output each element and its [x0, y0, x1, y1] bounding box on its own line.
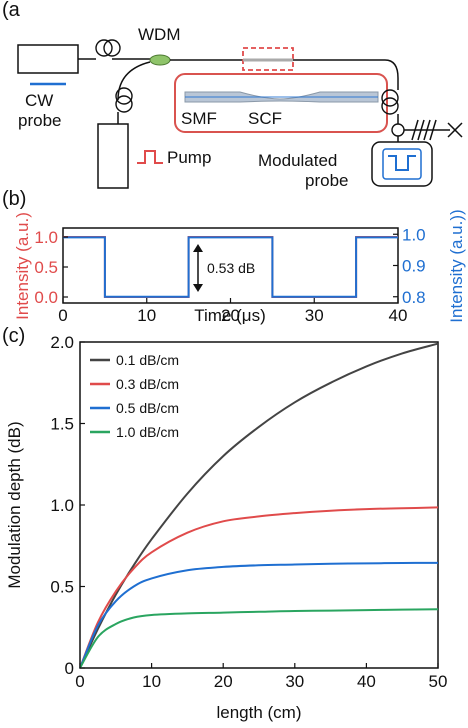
y-axis-title-b-right: Intensity (a.u.)) [447, 209, 466, 322]
series-line [79, 506, 439, 669]
panel-label-b: (b) [2, 188, 26, 210]
y-tick-label-right: 0.8 [402, 288, 426, 307]
cw-probe-label: probe [18, 111, 61, 130]
panel-b: (b) 0 10 20 30 400.00.51.00.80.91.0 0.53 dB … [2, 188, 466, 325]
series-line [79, 561, 439, 669]
pump-laser-box [97, 123, 129, 189]
x-tick-label: 50 [429, 672, 448, 691]
panel-label-c: (c) [2, 325, 25, 347]
x-tick-label: 40 [357, 672, 376, 691]
series-line [79, 342, 439, 669]
pump-label: Pump [167, 148, 211, 167]
legend-label: 0.1 dB/cm [116, 352, 179, 368]
chart-c-marks: 0 10 20 30 40 50 0 0.5 1.0 1.5 2.0 [50, 333, 447, 691]
legend-label: 0.5 dB/cm [116, 400, 179, 416]
circulator-icon [391, 123, 405, 137]
modulated-label: Modulated [258, 151, 337, 170]
series-line [79, 608, 439, 669]
inset-box [174, 73, 388, 133]
series-line-right [63, 236, 398, 298]
chart-b-marks: 0 10 20 30 40 0.0 0.5 1.0 0.8 0.9 1.0 [34, 225, 425, 325]
panel-a: (a CW probe WDM SMF SCF Pu [2, 0, 463, 190]
wdm-coupler-icon [149, 54, 171, 66]
modulated-pulse-icon [388, 155, 416, 171]
fiber-coil-icon [381, 89, 399, 115]
x-tick-label: 20 [214, 672, 233, 691]
x-tick-label: 20 [221, 306, 240, 325]
tapered-fiber-icon [184, 91, 379, 103]
wdm-label: WDM [138, 25, 180, 44]
modulated-probe-label: probe [305, 171, 348, 190]
y-tick-label: 1.5 [50, 415, 74, 434]
y-axis-title-c: Modulation depth (dB) [5, 421, 24, 588]
x-tick-label: 10 [142, 672, 161, 691]
cw-laser-box [17, 44, 79, 74]
cw-label: CW [25, 91, 53, 110]
y-tick-label: 1.0 [50, 496, 74, 515]
pump-pulse-icon [137, 150, 163, 164]
fiber-segment [170, 59, 399, 90]
fiber-segment [117, 61, 151, 101]
fiber-coil-icon [115, 87, 133, 113]
detector-screen-icon [382, 148, 422, 180]
x-tick-label: 0 [75, 672, 84, 691]
y-tick-label-left: 0.0 [34, 288, 58, 307]
y-tick-label: 0 [65, 659, 74, 678]
detector-box [371, 141, 433, 187]
x-tick-label: 0 [58, 306, 67, 325]
chart-c-legend: 0.1 dB/cm 0.3 dB/cm 0.5 dB/cm 1.0 dB/cm [90, 352, 179, 440]
y-tick-label: 0.5 [50, 578, 74, 597]
panel-label-a: (a [2, 0, 21, 21]
legend-label: 1.0 dB/cm [116, 424, 179, 440]
y-tick-label-right: 1.0 [402, 225, 426, 244]
y-tick-label: 2.0 [50, 333, 74, 352]
annotation-label: 0.53 dB [207, 260, 255, 276]
annotation-arrow-icon [193, 244, 203, 292]
x-tick-label: 40 [389, 306, 408, 325]
x-tick-label: 10 [137, 306, 156, 325]
x-tick-label: 30 [285, 672, 304, 691]
legend-label: 0.3 dB/cm [116, 376, 179, 392]
isolator-cross-icon [411, 119, 463, 141]
y-tick-label-left: 0.5 [34, 258, 58, 277]
x-axis-title-c: length (cm) [216, 703, 301, 722]
scf-label: SCF [248, 109, 282, 128]
x-axis-title-b: Time (μs) [194, 306, 266, 325]
y-tick-label-left: 1.0 [34, 228, 58, 247]
x-tick-label: 30 [305, 306, 324, 325]
smf-label: SMF [181, 109, 217, 128]
y-axis-title-b-left: Intensity (a.u.) [13, 212, 32, 320]
y-tick-label-right: 0.9 [402, 257, 426, 276]
fiber-coil-icon [95, 39, 121, 57]
